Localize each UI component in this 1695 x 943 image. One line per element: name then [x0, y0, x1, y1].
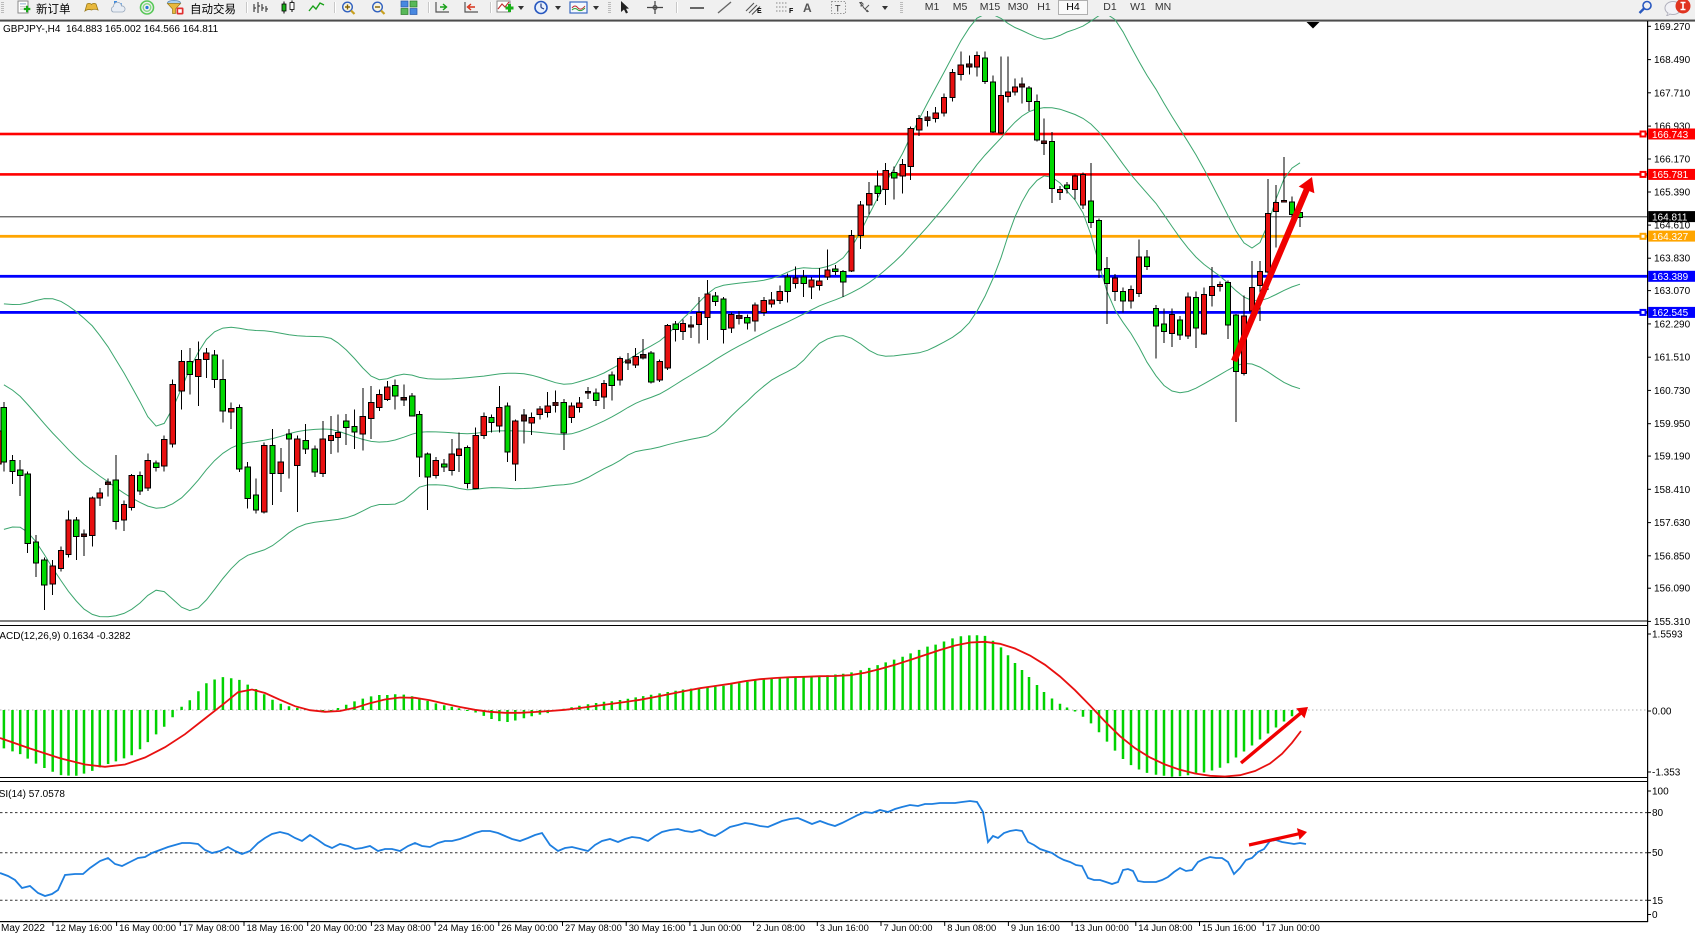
svg-text:163.070: 163.070: [1654, 286, 1691, 297]
svg-text:T: T: [835, 4, 841, 14]
svg-text:166.170: 166.170: [1654, 155, 1691, 166]
svg-text:160.730: 160.730: [1654, 386, 1691, 397]
svg-text:100: 100: [1652, 787, 1669, 798]
svg-text:-1.353: -1.353: [1652, 768, 1681, 779]
svg-text:165.781: 165.781: [1652, 170, 1689, 181]
svg-text:8 Jun 08:00: 8 Jun 08:00: [947, 922, 996, 933]
svg-text:163.389: 163.389: [1652, 272, 1689, 283]
svg-text:17 May 08:00: 17 May 08:00: [183, 922, 240, 933]
svg-text:12 May 16:00: 12 May 16:00: [55, 922, 112, 933]
svg-text:1.5593: 1.5593: [1652, 630, 1683, 641]
svg-text:155.310: 155.310: [1654, 617, 1691, 628]
svg-text:0.00: 0.00: [1652, 707, 1672, 718]
svg-text:26 May 00:00: 26 May 00:00: [501, 922, 558, 933]
svg-text:15 Jun 16:00: 15 Jun 16:00: [1202, 922, 1256, 933]
svg-text:RSI(14) 57.0578: RSI(14) 57.0578: [0, 789, 65, 800]
svg-text:13 Jun 00:00: 13 Jun 00:00: [1075, 922, 1129, 933]
svg-text:166.930: 166.930: [1654, 122, 1691, 133]
svg-text:164.327: 164.327: [1652, 232, 1689, 243]
svg-text:0: 0: [1652, 910, 1658, 921]
svg-text:168.490: 168.490: [1654, 55, 1691, 66]
svg-text:1 Jun 00:00: 1 Jun 00:00: [692, 922, 741, 933]
svg-text:F: F: [789, 8, 794, 15]
svg-text:7 Jun 00:00: 7 Jun 00:00: [884, 922, 933, 933]
svg-text:156.850: 156.850: [1654, 551, 1691, 562]
svg-text:14 Jun 08:00: 14 Jun 08:00: [1138, 922, 1192, 933]
svg-text:159.950: 159.950: [1654, 419, 1691, 430]
svg-text:MACD(12,26,9) 0.1634 -0.3282: MACD(12,26,9) 0.1634 -0.3282: [0, 631, 131, 642]
svg-text:162.290: 162.290: [1654, 319, 1691, 330]
svg-text:18 May 16:00: 18 May 16:00: [247, 922, 304, 933]
svg-text:27 May 08:00: 27 May 08:00: [565, 922, 622, 933]
svg-text:164.811: 164.811: [1652, 212, 1688, 223]
svg-text:161.510: 161.510: [1654, 353, 1691, 364]
svg-text:158.410: 158.410: [1654, 485, 1691, 496]
svg-text:23 May 08:00: 23 May 08:00: [374, 922, 431, 933]
svg-text:163.830: 163.830: [1654, 254, 1691, 265]
svg-text:20 May 00:00: 20 May 00:00: [310, 922, 367, 933]
svg-text:162.545: 162.545: [1652, 308, 1689, 319]
svg-text:157.630: 157.630: [1654, 518, 1691, 529]
svg-text:24 May 16:00: 24 May 16:00: [438, 922, 495, 933]
svg-text:50: 50: [1652, 848, 1664, 859]
svg-text:156.090: 156.090: [1654, 584, 1691, 595]
svg-text:GBPJPY-,H4 164.883 165.002 16: GBPJPY-,H4 164.883 165.002 164.566 164.8…: [3, 24, 219, 35]
svg-text:2 Jun 08:00: 2 Jun 08:00: [756, 922, 805, 933]
svg-text:169.270: 169.270: [1654, 22, 1691, 33]
svg-text:16 May 00:00: 16 May 00:00: [119, 922, 176, 933]
svg-text:164.610: 164.610: [1654, 221, 1691, 232]
svg-text:30 May 16:00: 30 May 16:00: [629, 922, 686, 933]
svg-text:9 Jun 16:00: 9 Jun 16:00: [1011, 922, 1060, 933]
svg-text:167.710: 167.710: [1654, 88, 1691, 99]
svg-text:E: E: [757, 8, 762, 15]
svg-text:May 2022: May 2022: [1, 923, 45, 934]
svg-text:15: 15: [1652, 896, 1664, 907]
svg-text:166.743: 166.743: [1652, 130, 1689, 141]
svg-text:17 Jun 00:00: 17 Jun 00:00: [1266, 922, 1320, 933]
svg-text:165.390: 165.390: [1654, 188, 1691, 199]
svg-text:3 Jun 16:00: 3 Jun 16:00: [820, 922, 869, 933]
svg-text:159.190: 159.190: [1654, 452, 1691, 463]
svg-text:80: 80: [1652, 808, 1664, 819]
